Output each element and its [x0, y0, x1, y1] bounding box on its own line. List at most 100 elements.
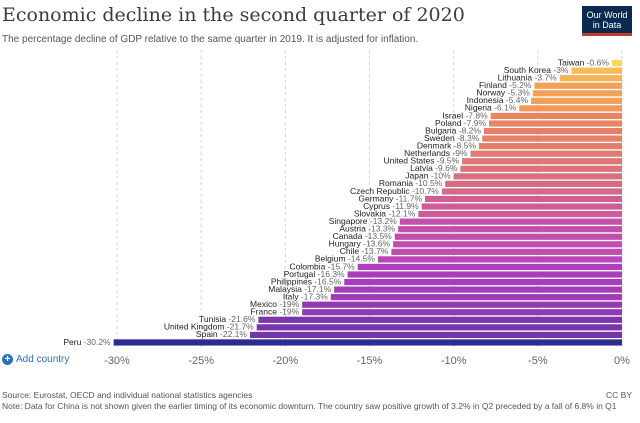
plus-icon: + [2, 354, 13, 365]
bar-label: Czech Republic -10.7% [350, 186, 439, 196]
value-label: -7.8% [465, 110, 488, 120]
value-label: -8.2% [459, 125, 482, 135]
bar-philippines[interactable] [344, 278, 622, 286]
category-label: Canada [333, 231, 365, 241]
category-label: Taiwan [558, 57, 587, 67]
bar-label: Singapore -13.2% [329, 216, 397, 226]
x-tick-label: -5% [528, 355, 548, 367]
value-label: -10% [431, 171, 451, 181]
note-text: Note: Data for China is not shown given … [2, 401, 617, 411]
bar-finland[interactable] [534, 82, 622, 89]
x-tick-label: -15% [357, 355, 383, 367]
value-label: -11.7% [396, 193, 423, 203]
bar-bulgaria[interactable] [483, 127, 622, 135]
bar-hungary[interactable] [393, 241, 622, 248]
bar-latvia[interactable] [460, 165, 622, 172]
value-label: -21.6% [228, 314, 255, 324]
category-label: Tunisia [199, 314, 228, 324]
category-label: Romania [379, 178, 415, 188]
bar-tunisia[interactable] [258, 316, 622, 323]
bar-label: Hungary -13.6% [329, 239, 391, 249]
category-label: Finland [479, 80, 509, 90]
bar-malaysia[interactable] [334, 286, 622, 293]
category-label: Czech Republic [350, 186, 412, 196]
bar-chile[interactable] [391, 248, 622, 255]
bar-netherlands[interactable] [470, 150, 623, 157]
bar-italy[interactable] [330, 294, 622, 301]
bar-poland[interactable] [489, 120, 622, 127]
value-label: -13.2% [370, 216, 397, 226]
bar-austria[interactable] [398, 226, 622, 233]
category-label: Lithuania [498, 73, 535, 83]
bar-belgium[interactable] [377, 256, 622, 263]
value-label: -10.7% [412, 186, 439, 196]
category-label: South Korea [504, 65, 554, 75]
value-label: -11.9% [392, 201, 419, 211]
bar-lithuania[interactable] [559, 75, 622, 82]
bar-label: Nigeria -6.1% [465, 103, 517, 113]
value-label: -5.3% [508, 88, 531, 98]
bar-label: Denmark -8.5% [417, 140, 476, 150]
bar-cyprus[interactable] [421, 203, 622, 210]
owid-logo[interactable]: Our World in Data [582, 6, 632, 36]
bar-colombia[interactable] [357, 263, 622, 271]
value-label: -13.7% [361, 246, 388, 256]
bar-label: Chile -13.7% [340, 246, 389, 256]
bar-singapore[interactable] [399, 218, 622, 225]
category-label: Japan [405, 171, 431, 181]
license-link[interactable]: CC BY [606, 390, 632, 400]
add-country-label: Add country [16, 354, 70, 365]
value-label: -6.1% [494, 103, 517, 113]
bar-label: Mexico -19% [250, 299, 300, 309]
bar-label: South Korea -3% [504, 65, 569, 75]
value-label: -13.3% [368, 224, 395, 234]
bar-south-korea[interactable] [571, 67, 623, 74]
category-label: Sweden [424, 133, 457, 143]
bar-united-states[interactable] [462, 158, 622, 165]
bar-israel[interactable] [490, 112, 622, 120]
logo-line-2: in Data [592, 20, 622, 30]
bar-sweden[interactable] [482, 135, 622, 142]
bar-canada[interactable] [394, 233, 622, 240]
category-label: United States [383, 156, 436, 166]
bar-romania[interactable] [445, 180, 622, 187]
bar-spain[interactable] [249, 331, 622, 338]
category-label: United Kingdom [164, 322, 227, 332]
category-label: Bulgaria [425, 125, 459, 135]
bar-label: Malaysia -17.1% [268, 284, 331, 294]
bar-czech-republic[interactable] [441, 188, 622, 195]
add-country-button[interactable]: + Add country [2, 354, 69, 365]
bar-nigeria[interactable] [519, 105, 622, 112]
bar-denmark[interactable] [478, 143, 622, 150]
value-label: -3.7% [534, 73, 557, 83]
value-label: -9.6% [435, 163, 458, 173]
value-label: -9% [452, 148, 468, 158]
bar-indonesia[interactable] [531, 97, 622, 104]
bar-taiwan[interactable] [611, 60, 622, 67]
category-label: Colombia [289, 261, 327, 271]
bar-france[interactable] [302, 309, 622, 316]
bar-label: Norway -5.3% [476, 88, 530, 98]
bar-japan[interactable] [453, 173, 622, 180]
bar-label: Canada -13.5% [333, 231, 393, 241]
bar-peru[interactable] [113, 339, 622, 346]
value-label: -16.3% [318, 269, 345, 279]
bar-label: Israel -7.8% [442, 110, 488, 120]
value-label: -5.2% [509, 80, 532, 90]
bar-united-kingdom[interactable] [256, 324, 622, 331]
bar-label: Tunisia -21.6% [199, 314, 256, 324]
x-tick-label: -30% [104, 355, 130, 367]
value-label: -30.2% [84, 337, 111, 347]
bar-norway[interactable] [532, 90, 622, 97]
bar-label: Cyprus -11.9% [363, 201, 419, 211]
bar-germany[interactable] [425, 195, 622, 203]
value-label: -17.1% [304, 284, 331, 294]
bar-label: Latvia -9.6% [410, 163, 458, 173]
bar-mexico[interactable] [302, 301, 622, 308]
bar-label: Spain -22.1% [196, 329, 247, 339]
category-label: Peru [63, 337, 83, 347]
value-label: -8.3% [457, 133, 480, 143]
bar-slovakia[interactable] [418, 211, 622, 218]
bar-portugal[interactable] [347, 271, 622, 278]
value-label: -16.5% [314, 276, 341, 286]
